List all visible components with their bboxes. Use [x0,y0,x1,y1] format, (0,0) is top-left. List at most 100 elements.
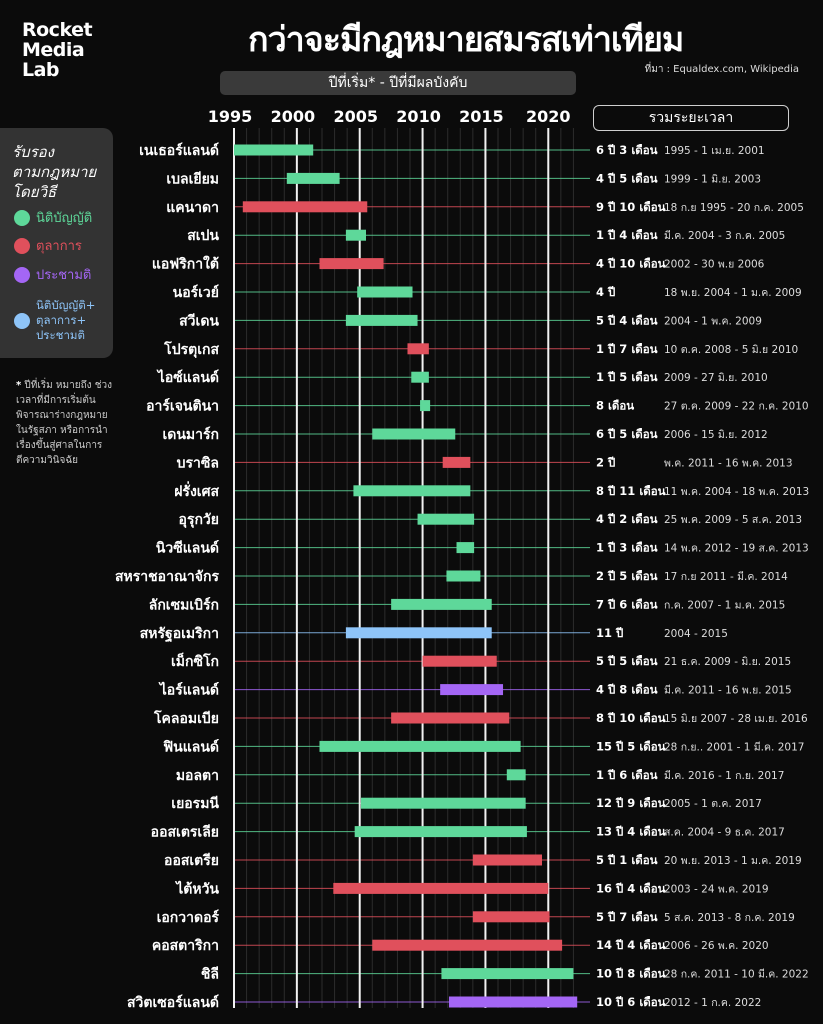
range-bar [345,627,492,639]
legend-item-court: ตุลาการ [14,238,82,254]
x-tick-label: 2015 [459,107,504,126]
date-range-label: 18 ก.ย 1995 - 20 ก.ค. 2005 [664,202,804,214]
legend-title-line-2: ตามกฎหมาย [12,163,97,181]
country-label: ไอซ์แลนด์ [156,368,219,386]
duration-label: 6 ปี 3 เดือน [596,143,658,157]
date-range-label: 27 ต.ค. 2009 - 22 ก.ค. 2010 [664,401,809,413]
country-label: เบลเยียม [166,171,219,187]
range-bar [319,740,521,752]
duration-label: 1 ปี 5 เดือน [596,370,658,384]
brand-line-3: Lab [22,59,60,81]
country-label: ฟินแลนด์ [163,738,219,755]
x-tick-label: 2005 [333,107,378,126]
legend-title-line-3: โดยวิธี [12,183,57,201]
chart-subtitle: ปีที่เริ่ม* - ปีที่มีผลบังคับ [220,71,576,95]
range-bar [446,570,481,582]
duration-label: 4 ปี [596,285,615,299]
footnote-text: ปีที่เริ่ม หมายถึง ช่วงเวลาที่มีการเริ่ม… [16,380,112,466]
duration-label: 5 ปี 4 เดือน [596,313,658,327]
range-bar [391,598,492,610]
date-range-label: มี.ค. 2016 - 1 ก.ย. 2017 [664,769,784,782]
legend-label-court: ตุลาการ [36,238,82,254]
country-label: ออสเตรีย [164,853,219,869]
date-range-label: 10 ต.ค. 2008 - 5 มิ.ย 2010 [664,344,798,356]
legend-combined-line-3: ประชามติ [36,328,85,342]
duration-label: 12 ปี 9 เดือน [596,796,666,810]
country-label: โปรตุเกส [163,340,219,358]
date-range-label: 2004 - 1 พ.ค. 2009 [664,315,762,327]
date-range-label: ส.ค. 2004 - 9 ธ.ค. 2017 [664,827,785,839]
country-label: สเปน [187,228,219,244]
brand-logo: Rocket Media Lab [22,20,93,81]
range-bar [372,939,563,951]
country-label: สหราชอาณาจักร [115,569,219,585]
duration-label: 2 ปี 5 เดือน [596,569,658,583]
x-tick-label: 2010 [396,107,441,126]
range-bar [372,428,456,440]
range-bar [441,968,574,980]
country-label: บราซิล [177,455,219,471]
country-label: สวิตเซอร์แลนด์ [127,994,219,1011]
date-range-label: 2003 - 24 พ.ค. 2019 [664,883,769,895]
date-range-label: 28 ก.ค. 2011 - 10 มี.ค. 2022 [664,968,809,981]
country-label: เอกวาดอร์ [157,909,220,926]
date-range-label: 2005 - 1 ต.ค. 2017 [664,798,762,810]
range-bar [353,485,471,497]
range-bar [411,371,429,383]
date-range-label: 17 ก.ย 2011 - มี.ค. 2014 [664,570,788,583]
range-bar [242,201,368,213]
range-bar [506,769,526,781]
country-label: สวีเดน [179,313,219,329]
country-label: เนเธอร์แลนด์ [139,142,219,159]
duration-label: 7 ปี 6 เดือน [596,597,658,611]
date-range-label: 15 มิ.ย 2007 - 28 เม.ย. 2016 [664,713,808,725]
legend-label-legislature: นิติบัญญัติ [36,210,93,226]
country-label: ไต้หวัน [174,879,219,897]
duration-label: 2 ปี [596,455,615,469]
date-range-label: 1995 - 1 เม.ย. 2001 [664,145,765,157]
date-range-label: 2004 - 2015 [664,628,728,640]
date-range-label: 1999 - 1 มิ.ย. 2003 [664,173,761,185]
country-label: แอฟริกาใต้ [152,255,219,273]
date-range-label: มี.ค. 2004 - 3 ก.ค. 2005 [664,229,785,242]
duration-label: 15 ปี 5 เดือน [596,739,666,753]
source-credit: ที่มา : Equaldex.com, Wikipedia [644,64,799,75]
duration-label: 1 ปี 7 เดือน [596,342,658,356]
date-range-label: 2002 - 30 พ.ย 2006 [664,259,765,271]
country-label: นิวซีแลนด์ [156,540,219,557]
total-duration-header: รวมระยะเวลา [593,105,789,131]
duration-label: 5 ปี 5 เดือน [596,654,658,668]
legend-item-combined: นิติบัญญัติ+ ตุลาการ+ ประชามติ [14,298,95,343]
range-bar [420,400,431,412]
range-bar [345,229,366,241]
date-range-label: 25 พ.ค. 2009 - 5 ส.ค. 2013 [664,514,802,526]
country-label: แคนาดา [166,200,219,216]
country-label: มอลตา [176,768,219,784]
page-title: กว่าจะมีกฎหมายสมรสเท่าเทียม [248,20,684,60]
range-bar [234,144,314,156]
footnote-star: * [16,380,22,391]
country-label: นอร์เวย์ [173,284,219,301]
country-label: สหรัฐอเมริกา [140,626,219,643]
legend-item-legislature: นิติบัญญัติ [14,210,92,226]
legend-combined-line-2: ตุลาการ+ [36,313,87,327]
legend-combined-line-1: นิติบัญญัติ+ [36,298,96,312]
duration-label: 10 ปี 8 เดือน [596,967,666,981]
court-dot-icon [14,238,30,254]
country-label: เดนมาร์ก [162,426,219,443]
legend-item-referendum: ประชามติ [14,267,91,283]
x-tick-label: 1995 [208,107,253,126]
legend-title-line-1: รับรอง [12,143,54,161]
date-range-label: 14 พ.ค. 2012 - 19 ส.ค. 2013 [664,543,809,555]
range-bar [472,854,542,866]
duration-label: 4 ปี 2 เดือน [596,512,658,526]
duration-label: 4 ปี 5 เดือน [596,171,658,185]
country-label: เม็กซิโก [171,652,219,670]
duration-label: 6 ปี 5 เดือน [596,427,658,441]
legislature-dot-icon [14,210,30,226]
date-range-label: 21 ธ.ค. 2009 - มิ.ย. 2015 [664,656,791,668]
brand-line-2: Media [22,39,85,61]
date-range-label: 2012 - 1 ก.ค. 2022 [664,997,761,1009]
country-label: ไอร์แลนด์ [158,681,219,699]
date-range-label: 2009 - 27 มิ.ย. 2010 [664,372,768,384]
